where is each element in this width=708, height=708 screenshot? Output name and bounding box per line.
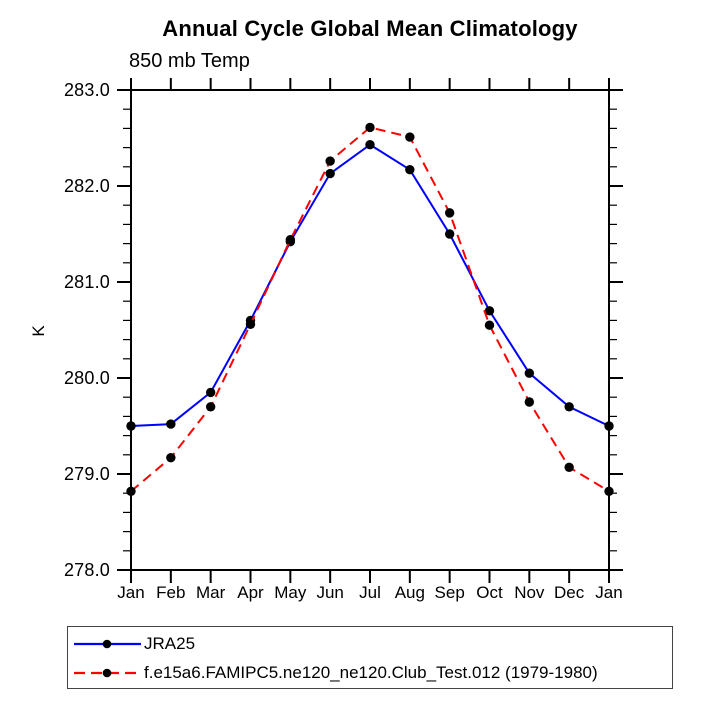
data-point-marker	[245, 319, 256, 329]
x-tick-label: Jul	[359, 583, 381, 602]
x-tick-label: Aug	[394, 583, 425, 602]
data-point-marker	[564, 462, 574, 472]
data-point-marker	[166, 419, 176, 429]
y-tick-label: 278.0	[63, 560, 110, 580]
data-point-marker	[524, 368, 535, 378]
x-tick-label: Dec	[554, 583, 585, 602]
data-point-marker	[365, 140, 375, 150]
x-tick-label: Mar	[196, 583, 226, 602]
legend: JRA25 f.e15a6.FAMIPC5.ne120_ne120.Club_Te…	[67, 626, 673, 689]
x-tick-label: May	[274, 583, 307, 602]
y-tick-label: 282.0	[63, 176, 110, 196]
y-tick-label: 279.0	[63, 464, 110, 484]
legend-entry-label: f.e15a6.FAMIPC5.ne120_ne120.Club_Test.01…	[144, 663, 598, 682]
legend-entry-label: JRA25	[144, 634, 196, 653]
data-point-marker	[604, 421, 614, 431]
plot-frame	[130, 89, 610, 571]
data-point-marker	[405, 164, 415, 175]
legend-sample	[74, 639, 141, 649]
x-tick-label: Apr	[237, 583, 264, 602]
data-point-marker	[564, 402, 574, 412]
x-tick-label: Jan	[595, 583, 623, 602]
data-point-marker	[205, 387, 216, 398]
data-point-marker	[325, 156, 335, 166]
legend-marker-icon	[102, 668, 112, 678]
data-point-marker	[484, 320, 495, 330]
chart-title: Annual Cycle Global Mean Climatology	[162, 16, 578, 41]
x-tick-label: Sep	[434, 583, 465, 602]
data-point-marker	[365, 122, 375, 133]
data-point-marker	[126, 486, 136, 496]
data-point-marker	[205, 402, 216, 412]
data-point-marker	[484, 306, 495, 316]
legend-sample	[74, 668, 141, 678]
data-point-marker	[405, 132, 415, 142]
data-point-marker	[285, 235, 296, 245]
chart-subtitle: 850 mb Temp	[129, 50, 250, 72]
data-point-marker	[126, 421, 136, 431]
legend-row: JRA25	[73, 634, 195, 654]
data-point-marker	[524, 397, 535, 407]
y-tick-label: 283.0	[63, 80, 110, 100]
data-point-marker	[444, 208, 455, 218]
data-point-marker	[166, 452, 176, 463]
y-tick-label: 280.0	[63, 368, 110, 388]
x-tick-label: Jan	[117, 583, 145, 602]
series-line-1	[130, 126, 610, 493]
x-tick-label: Jun	[316, 583, 344, 602]
data-point-marker	[325, 168, 335, 179]
x-tick-label: Oct	[476, 583, 503, 602]
legend-row: f.e15a6.FAMIPC5.ne120_ne120.Club_Test.01…	[73, 663, 598, 683]
x-tick-label: Nov	[514, 583, 545, 602]
legend-marker-icon	[102, 639, 112, 649]
x-tick-label: Feb	[156, 583, 186, 602]
series-line-0	[130, 143, 610, 427]
data-point-marker	[604, 486, 614, 496]
data-point-marker	[444, 229, 455, 239]
y-tick-label: 281.0	[63, 272, 110, 292]
